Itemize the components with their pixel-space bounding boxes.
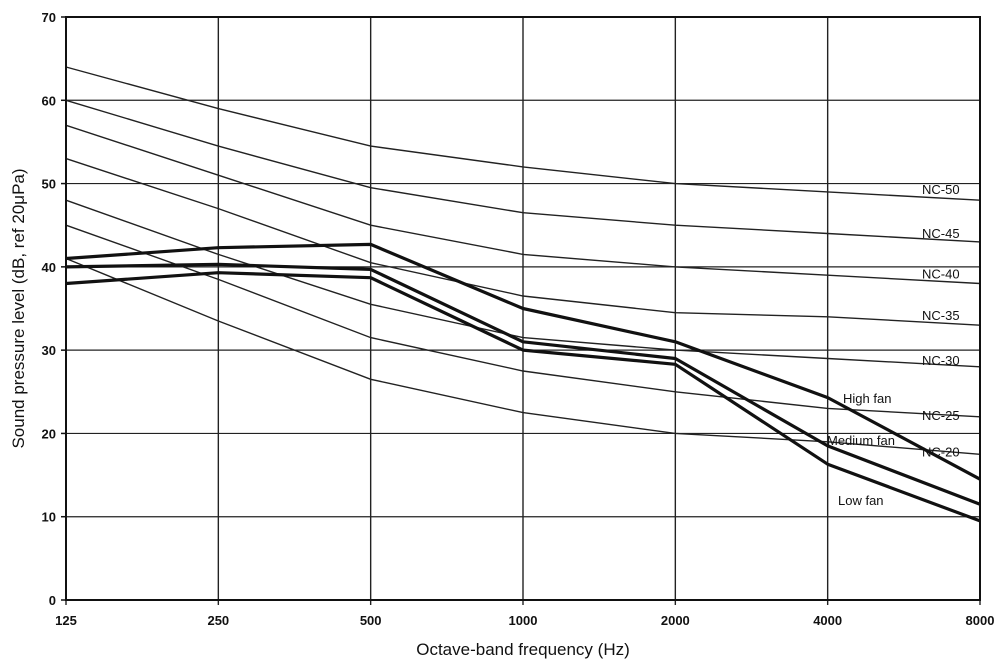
y-tick-label-20: 20 [42,426,56,441]
series-high-fan [65,242,981,481]
gridlines [65,17,981,605]
y-axis-ticks: 0 10 20 30 40 50 60 70 [42,10,66,608]
curve-nc-30 [65,199,981,368]
y-axis-title: Sound pressure level (dB, ref 20μPa) [9,168,28,448]
y-tick-label-70: 70 [42,10,56,25]
series-low-fan [65,271,981,523]
curve-nc-25 [65,224,981,418]
x-tick-label-8000: 8000 [966,613,995,628]
label-low-fan: Low fan [838,493,884,508]
y-tick-label-0: 0 [49,593,56,608]
x-tick-label-500: 500 [360,613,382,628]
series-medium-fan [65,262,981,506]
label-nc-35: NC-35 [922,308,960,323]
curve-nc-35 [65,157,981,326]
nc-reference-curves [65,66,981,455]
label-medium-fan: Medium fan [827,433,895,448]
x-tick-label-250: 250 [207,613,229,628]
curve-nc-40 [65,124,981,285]
label-nc-50: NC-50 [922,182,960,197]
y-tick-label-10: 10 [42,510,56,525]
curve-nc-20 [65,257,981,455]
label-nc-20: NC-20 [922,444,960,459]
label-high-fan: High fan [843,391,891,406]
curve-labels: NC-50 NC-45 NC-40 NC-35 NC-30 NC-25 NC-20 High … [827,182,960,508]
plot-frame [65,16,981,601]
y-tick-label-60: 60 [42,93,56,108]
label-nc-30: NC-30 [922,353,960,368]
label-nc-40: NC-40 [922,267,960,282]
x-tick-label-125: 125 [55,613,77,628]
y-tick-label-50: 50 [42,177,56,192]
x-axis-title: Octave-band frequency (Hz) [416,640,630,659]
curve-nc-50 [65,66,981,201]
y-tick-label-40: 40 [42,260,56,275]
curve-nc-45 [65,99,981,243]
x-axis-ticks: 125 250 500 1000 2000 4000 8000 [55,613,994,628]
x-tick-label-4000: 4000 [813,613,842,628]
y-tick-label-30: 30 [42,343,56,358]
label-nc-25: NC-25 [922,408,960,423]
x-tick-label-1000: 1000 [509,613,538,628]
fan-series [65,242,981,523]
label-nc-45: NC-45 [922,226,960,241]
x-tick-label-2000: 2000 [661,613,690,628]
